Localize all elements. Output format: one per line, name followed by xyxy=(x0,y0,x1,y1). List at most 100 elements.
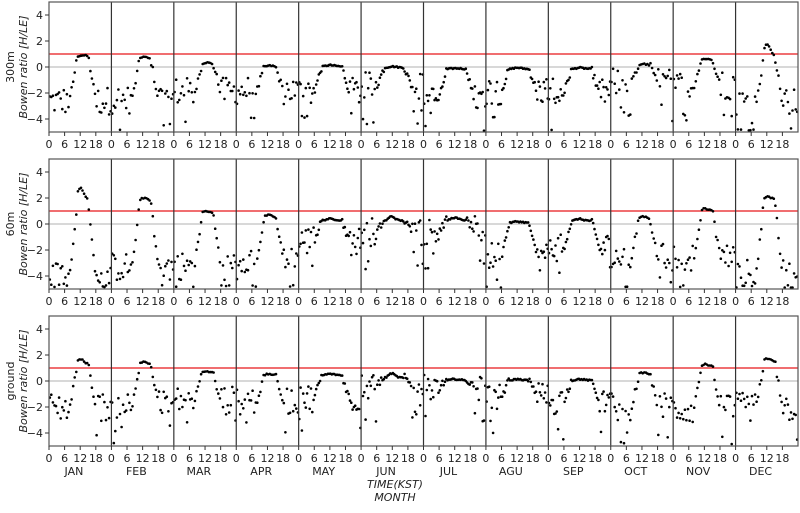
x-tick-label: 6 xyxy=(436,452,443,465)
x-tick-label: 0 xyxy=(233,452,240,465)
x-tick-label: 6 xyxy=(685,452,692,465)
x-tick-label: 18 xyxy=(151,138,165,151)
month-label: OCT xyxy=(624,465,647,478)
x-tick-label: 0 xyxy=(170,452,177,465)
x-tick-label: 6 xyxy=(124,452,131,465)
panel-60m: 420−2−40 6 12 18 0 6 12 18 0 6 12 18 0 6 12 18 0 6 12 18 0 6 1… xyxy=(4,158,799,308)
x-tick-label: 12 xyxy=(136,295,150,308)
x-tick-label: 12 xyxy=(198,138,212,151)
x-tick-label: 18 xyxy=(526,295,540,308)
x-tick-label: 0 xyxy=(420,295,427,308)
x-tick-label: 18 xyxy=(401,295,415,308)
x-tick-label: 0 xyxy=(420,452,427,465)
x-tick-label: 18 xyxy=(526,452,540,465)
x-tick-label: 12 xyxy=(323,138,337,151)
x-tick-label: 12 xyxy=(73,138,87,151)
x-tick-label: 12 xyxy=(385,295,399,308)
y-tick-label: −4 xyxy=(27,113,43,126)
x-tick-label: 6 xyxy=(311,138,318,151)
x-tick-label: 0 xyxy=(108,295,115,308)
x-tick-label: 12 xyxy=(260,295,274,308)
x-axis-label-month: MONTH xyxy=(374,491,415,504)
x-tick-label: 6 xyxy=(560,295,567,308)
x-tick-label: 6 xyxy=(373,138,380,151)
month-label: JAN xyxy=(64,465,84,478)
x-tick-label: 0 xyxy=(358,138,365,151)
x-tick-label: 6 xyxy=(248,452,255,465)
x-tick-label: 12 xyxy=(760,138,774,151)
x-tick-label: 18 xyxy=(713,295,727,308)
x-tick-label: 6 xyxy=(248,295,255,308)
x-tick-label: 6 xyxy=(623,295,630,308)
y-tick-label: 0 xyxy=(36,61,43,74)
y-axis-label: Bowen ratio [H/LE] xyxy=(17,172,30,275)
panel-ground: 420−2−40 6 12 18 0 6 12 18 0 6 12 18 0 6 12 18 0 6 12 18 0 6 1… xyxy=(4,315,799,465)
x-tick-label: 12 xyxy=(73,295,87,308)
scatter-points xyxy=(48,186,799,289)
x-tick-label: 18 xyxy=(588,138,602,151)
x-tick-label: 6 xyxy=(61,452,68,465)
x-tick-label: 12 xyxy=(510,138,524,151)
x-tick-label: 18 xyxy=(651,138,665,151)
x-tick-label: 12 xyxy=(573,138,587,151)
x-tick-label: 6 xyxy=(186,452,193,465)
x-tick-label: 12 xyxy=(635,295,649,308)
x-tick-label: 6 xyxy=(685,295,692,308)
x-tick-label: 6 xyxy=(311,295,318,308)
x-tick-label: 6 xyxy=(436,295,443,308)
x-tick-label: 6 xyxy=(685,138,692,151)
y-tick-label: −4 xyxy=(27,270,43,283)
x-tick-label: 18 xyxy=(89,138,103,151)
y-tick-label: 0 xyxy=(36,375,43,388)
x-tick-label: 12 xyxy=(385,138,399,151)
x-tick-label: 18 xyxy=(276,452,290,465)
panel-300m: 420−2−40 6 12 18 0 6 12 18 0 6 12 18 0 6 12 18 0 6 12 18 0 6 1… xyxy=(4,1,799,151)
month-label: SEP xyxy=(563,465,584,478)
x-tick-label: 18 xyxy=(401,452,415,465)
x-tick-label: 18 xyxy=(463,452,477,465)
x-tick-label: 12 xyxy=(323,452,337,465)
x-tick-label: 12 xyxy=(136,452,150,465)
x-tick-label: 0 xyxy=(170,138,177,151)
x-tick-label: 12 xyxy=(510,452,524,465)
y-tick-label: 4 xyxy=(36,323,43,336)
x-tick-label: 18 xyxy=(588,452,602,465)
x-tick-label: 0 xyxy=(545,295,552,308)
x-tick-label: 18 xyxy=(338,295,352,308)
x-tick-label: 18 xyxy=(214,452,228,465)
x-tick-label: 0 xyxy=(420,138,427,151)
x-tick-label: 18 xyxy=(276,138,290,151)
x-tick-label: 6 xyxy=(311,452,318,465)
month-label: MAR xyxy=(186,465,211,478)
month-label: NOV xyxy=(686,465,711,478)
x-tick-label: 0 xyxy=(607,138,614,151)
x-tick-label: 12 xyxy=(448,452,462,465)
x-tick-label: 0 xyxy=(732,295,739,308)
x-tick-label: 6 xyxy=(186,138,193,151)
y-tick-label: 4 xyxy=(36,9,43,22)
x-tick-label: 12 xyxy=(697,295,711,308)
x-tick-label: 6 xyxy=(748,452,755,465)
x-tick-label: 18 xyxy=(89,295,103,308)
x-tick-label: 18 xyxy=(214,138,228,151)
x-tick-label: 18 xyxy=(338,138,352,151)
x-tick-label: 18 xyxy=(651,295,665,308)
x-tick-label: 18 xyxy=(526,138,540,151)
x-tick-label: 18 xyxy=(401,138,415,151)
y-axis-label: Bowen ratio [H/LE] xyxy=(17,329,30,432)
x-tick-label: 6 xyxy=(498,295,505,308)
x-tick-label: 12 xyxy=(260,452,274,465)
x-tick-label: 18 xyxy=(775,452,789,465)
x-tick-label: 0 xyxy=(46,295,53,308)
month-label: FEB xyxy=(126,465,147,478)
x-tick-label: 12 xyxy=(448,295,462,308)
x-tick-label: 12 xyxy=(697,138,711,151)
x-tick-label: 0 xyxy=(46,138,53,151)
x-tick-label: 12 xyxy=(260,138,274,151)
x-tick-label: 12 xyxy=(136,138,150,151)
y-tick-label: −2 xyxy=(27,401,43,414)
y-tick-label: 2 xyxy=(36,349,43,362)
x-tick-label: 18 xyxy=(713,138,727,151)
y-tick-label: −2 xyxy=(27,244,43,257)
